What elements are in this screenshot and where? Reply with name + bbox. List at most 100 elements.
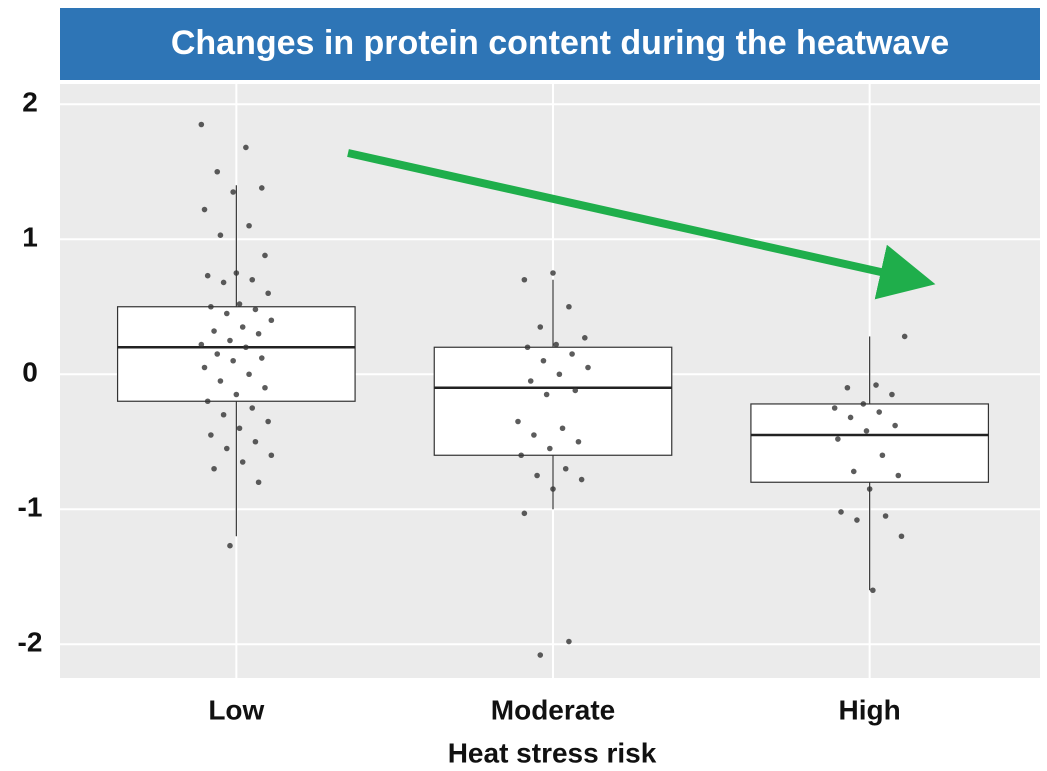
data-point: [540, 357, 547, 364]
data-point: [243, 344, 249, 351]
data-point: [249, 276, 256, 283]
data-point: [211, 328, 217, 334]
data-point: [556, 371, 563, 378]
data-point: [201, 206, 208, 213]
data-point: [901, 333, 908, 340]
y-tick-label: 2: [22, 87, 38, 118]
data-point: [575, 438, 582, 445]
data-point: [208, 432, 214, 438]
data-point: [866, 486, 873, 492]
data-point: [895, 472, 902, 479]
data-point: [882, 513, 889, 519]
data-point: [246, 222, 252, 229]
data-point: [831, 405, 838, 411]
y-tick-label: -1: [18, 492, 43, 523]
data-point: [515, 418, 521, 425]
data-point: [220, 279, 227, 286]
data-point: [898, 533, 905, 540]
x-axis-label: Heat stress risk: [448, 737, 657, 768]
data-point: [233, 391, 240, 398]
data-point: [239, 324, 246, 330]
data-point: [262, 252, 268, 259]
data-point: [246, 371, 252, 378]
data-point: [255, 479, 262, 486]
data-point: [208, 303, 214, 310]
data-point: [198, 121, 205, 128]
y-tick-label: 0: [22, 357, 38, 388]
data-point: [204, 398, 211, 405]
data-point: [524, 344, 531, 351]
data-point: [582, 335, 588, 341]
box: [116, 306, 356, 402]
data-point: [566, 638, 572, 645]
data-point: [521, 276, 528, 283]
data-point: [236, 425, 243, 432]
y-tick-label: -2: [18, 627, 43, 658]
data-point: [547, 445, 553, 452]
data-point: [559, 425, 566, 432]
data-point: [534, 472, 540, 479]
data-point: [201, 364, 208, 371]
data-point: [252, 306, 259, 313]
data-point: [262, 384, 268, 391]
data-point: [566, 303, 572, 310]
data-point: [531, 432, 537, 438]
data-point: [876, 409, 883, 415]
data-point: [870, 587, 876, 594]
data-point: [214, 351, 221, 357]
data-point: [835, 436, 841, 442]
data-point: [217, 378, 224, 384]
data-point: [838, 509, 844, 515]
data-point: [889, 391, 895, 398]
x-tick-label: Low: [208, 694, 264, 725]
data-point: [223, 310, 230, 317]
data-point: [569, 351, 575, 357]
chart-title: Changes in protein content during the he…: [171, 24, 949, 62]
data-point: [863, 428, 870, 434]
data-point: [198, 341, 205, 348]
trend-arrow: [347, 149, 936, 300]
data-point: [223, 445, 230, 452]
data-point: [227, 542, 233, 549]
data-point: [233, 270, 240, 276]
data-point: [258, 355, 265, 361]
data-point: [550, 270, 556, 276]
data-point: [847, 414, 854, 421]
data-point: [239, 459, 246, 465]
data-point: [243, 144, 249, 151]
data-point: [572, 387, 579, 394]
data-point: [220, 411, 227, 418]
data-point: [854, 517, 860, 523]
data-point: [230, 357, 236, 364]
data-point: [204, 272, 211, 279]
x-tick-label: Moderate: [491, 694, 615, 725]
data-point: [537, 324, 544, 330]
data-point: [249, 405, 256, 411]
y-tick-label: 1: [22, 222, 38, 253]
data-point: [255, 330, 262, 337]
data-point: [537, 652, 544, 658]
data-point: [518, 452, 524, 459]
data-point: [258, 185, 265, 191]
box: [750, 403, 990, 483]
data-point: [873, 382, 879, 388]
data-point: [252, 438, 259, 445]
data-point: [211, 465, 217, 472]
data-point: [585, 364, 591, 371]
data-point: [553, 341, 559, 348]
data-point: [227, 337, 233, 344]
data-point: [562, 465, 569, 472]
data-point: [521, 510, 528, 517]
data-point: [527, 378, 534, 384]
data-point: [879, 452, 886, 459]
data-point: [892, 422, 898, 429]
data-point: [230, 189, 236, 195]
box: [433, 346, 673, 456]
data-point: [578, 476, 585, 483]
x-tick-label: High: [839, 694, 901, 725]
data-point: [860, 401, 867, 407]
data-point: [550, 486, 556, 492]
data-point: [265, 290, 271, 297]
data-point: [850, 468, 857, 475]
